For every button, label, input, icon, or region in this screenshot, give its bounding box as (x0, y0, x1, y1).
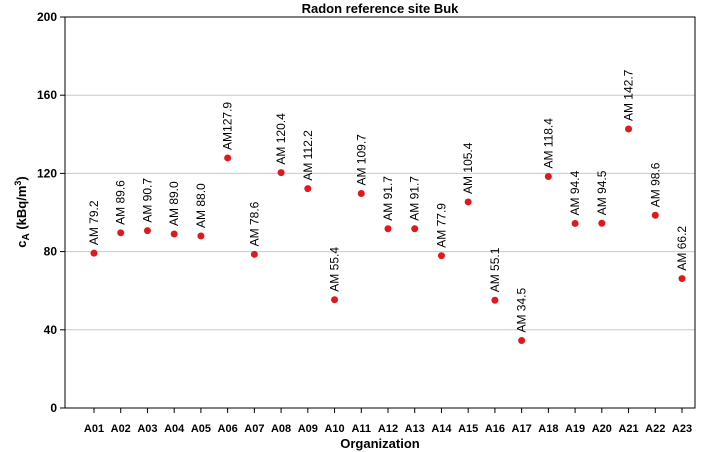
data-label: AM 55.1 (488, 247, 502, 292)
point (598, 219, 606, 227)
point (437, 252, 445, 260)
y-axis-label: cA (kBq/m3) (13, 176, 32, 248)
x-tick-label: A05 (191, 423, 211, 435)
x-tick-label: A14 (431, 423, 452, 435)
point (197, 232, 205, 240)
x-tick-label: A13 (405, 423, 425, 435)
data-label: AM 109.7 (354, 134, 368, 186)
point (304, 185, 312, 193)
data-label: AM 89.6 (114, 180, 128, 225)
x-tick-label: A12 (378, 423, 398, 435)
data-label: AM 118.4 (541, 118, 555, 169)
x-tick-label: A23 (672, 423, 692, 435)
data-label: AM 66.2 (675, 226, 689, 271)
point (170, 230, 178, 238)
point (544, 173, 552, 181)
data-label: AM 91.7 (381, 176, 395, 221)
data-label: AM 79.2 (87, 200, 101, 245)
y-tick-label: 0 (50, 401, 57, 415)
point (224, 154, 232, 162)
data-label: AM 98.6 (648, 162, 662, 207)
point (250, 250, 258, 258)
data-label: AM 88.0 (194, 183, 208, 228)
y-label-part: ) (14, 176, 29, 180)
point (357, 190, 365, 198)
y-label-part: (kBq/m (14, 186, 29, 234)
y-tick-label: 160 (37, 88, 57, 102)
data-label: AM 112.2 (301, 130, 315, 181)
x-axis-label: Organization (340, 436, 420, 451)
point (411, 225, 419, 233)
data-label: AM 89.0 (167, 181, 181, 226)
x-tick-label: A21 (618, 423, 638, 435)
point (678, 275, 686, 283)
x-tick-label: A03 (137, 423, 157, 435)
data-label: AM 91.7 (408, 176, 422, 221)
x-tick-label: A10 (324, 423, 344, 435)
x-tick-label: A06 (218, 423, 238, 435)
x-tick-label: A02 (111, 423, 131, 435)
data-label: AM 105.4 (461, 142, 475, 194)
x-tick-label: A18 (538, 423, 558, 435)
point (90, 249, 98, 257)
x-tick-label: A04 (164, 423, 185, 435)
data-label: AM 77.9 (434, 203, 448, 248)
x-tick-label: A09 (298, 423, 318, 435)
y-tick-label: 80 (44, 245, 58, 259)
y-tick-label: 120 (37, 166, 57, 180)
point (491, 296, 499, 304)
x-tick-label: A19 (565, 423, 585, 435)
chart-title: Radon reference site Buk (302, 1, 460, 16)
point (464, 198, 472, 206)
data-label: AM 94.4 (568, 170, 582, 215)
point (571, 219, 579, 227)
x-tick-label: A16 (485, 423, 505, 435)
point (384, 225, 392, 233)
point (117, 229, 125, 237)
x-tick-label: A17 (512, 423, 532, 435)
point (625, 125, 633, 133)
point (143, 227, 151, 235)
data-label: AM 78.6 (247, 201, 261, 246)
data-label: AM 94.5 (595, 170, 609, 215)
y-label-part: c (14, 241, 29, 248)
x-tick-label: A20 (592, 423, 612, 435)
x-tick-label: A15 (458, 423, 478, 435)
plot-frame (64, 16, 696, 409)
y-label-part: A (21, 233, 32, 240)
data-label: AM 142.7 (622, 69, 636, 121)
x-tick-label: A22 (645, 423, 665, 435)
y-tick-label: 200 (37, 10, 57, 24)
point (651, 211, 659, 219)
data-label: AM 34.5 (515, 288, 529, 333)
y-label-part: 3 (13, 181, 23, 186)
x-tick-label: A11 (351, 423, 371, 435)
point (331, 296, 339, 304)
data-label: AM 90.7 (140, 178, 154, 223)
data-label: AM127.9 (221, 102, 235, 150)
point (518, 337, 526, 345)
x-tick-label: A07 (244, 423, 264, 435)
data-label: AM 120.4 (274, 113, 288, 165)
x-tick-label: A08 (271, 423, 291, 435)
point (277, 169, 285, 177)
y-tick-label: 40 (44, 323, 58, 337)
x-tick-label: A01 (84, 423, 104, 435)
data-label: AM 55.4 (328, 247, 342, 292)
